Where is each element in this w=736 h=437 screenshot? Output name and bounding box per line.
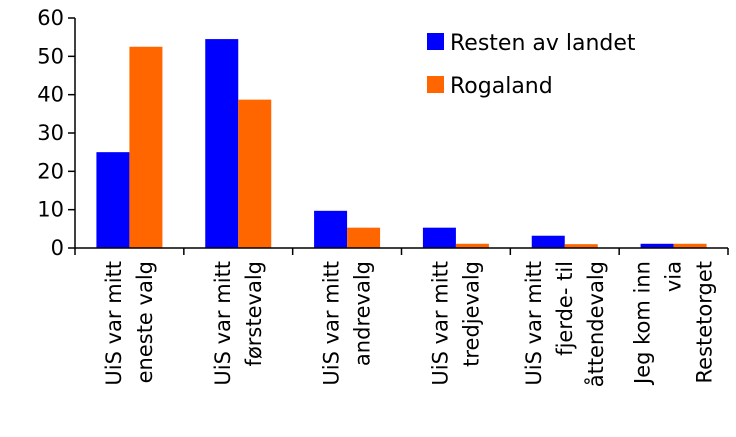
legend-swatch <box>427 76 444 93</box>
bar-resten-av-landet <box>96 152 129 248</box>
bar-rogaland <box>238 100 271 248</box>
category-label: UiS var mitt eneste valg <box>102 261 157 386</box>
legend-label: Resten av landet <box>450 31 636 56</box>
category-label-line: UiS var mitt <box>320 261 344 386</box>
category-label: UiS var mitt fjerde- til åttendevalg <box>522 261 608 387</box>
category-label-line: Jeg kom inn <box>631 261 655 386</box>
category-label: UiS var mitt førstevalg <box>211 261 266 386</box>
y-tick-label: 30 <box>37 121 64 145</box>
category-label-line: førstevalg <box>242 261 266 366</box>
bar-resten-av-landet <box>205 39 238 248</box>
bar-resten-av-landet <box>532 236 565 248</box>
category-label: UiS var mitt tredjevalg <box>428 261 483 386</box>
category-label: Jeg kom inn via Restetorget <box>631 261 717 386</box>
category-label-line: UiS var mitt <box>522 261 546 386</box>
bar-rogaland <box>347 228 380 248</box>
category-label-line: via <box>662 261 686 292</box>
category-label-line: tredjevalg <box>459 261 483 367</box>
legend: Resten av landet Rogaland <box>427 31 636 99</box>
legend-swatch <box>427 33 444 50</box>
category-label-line: UiS var mitt <box>102 261 126 386</box>
y-tick-label: 10 <box>37 198 64 222</box>
category-label: UiS var mitt andrevalg <box>320 261 375 386</box>
y-tick-label: 0 <box>51 236 64 260</box>
bar-rogaland <box>129 47 162 248</box>
legend-label: Rogaland <box>450 74 553 99</box>
category-label-line: UiS var mitt <box>211 261 235 386</box>
bars <box>96 39 706 248</box>
bar-resten-av-landet <box>423 228 456 248</box>
category-label-line: UiS var mitt <box>428 261 452 386</box>
category-labels: UiS var mitt eneste valg UiS var mitt først… <box>102 261 717 387</box>
x-axis <box>75 248 728 255</box>
y-tick-label: 40 <box>37 83 64 107</box>
category-label-line: fjerde- til <box>553 261 577 356</box>
category-label-line: Restetorget <box>693 261 717 384</box>
y-axis: 0 10 20 30 40 50 60 <box>37 6 75 260</box>
y-tick-label: 50 <box>37 44 64 68</box>
bar-resten-av-landet <box>314 211 347 248</box>
y-tick-label: 60 <box>37 6 64 30</box>
category-label-line: eneste valg <box>133 261 157 383</box>
category-label-line: andrevalg <box>351 261 375 366</box>
y-tick-label: 20 <box>37 159 64 183</box>
category-label-line: åttendevalg <box>583 261 608 387</box>
